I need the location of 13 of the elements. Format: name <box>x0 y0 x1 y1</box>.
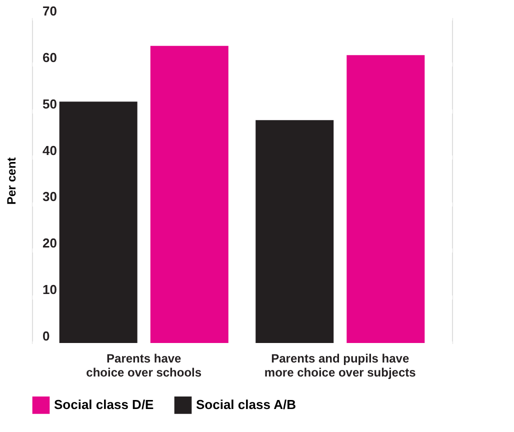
legend-label: Social class A/B <box>196 397 296 412</box>
y-tick-label: 70 <box>42 4 57 18</box>
legend-label: Social class D/E <box>54 397 154 412</box>
y-tick-label: 10 <box>42 282 57 298</box>
y-axis-title: Per cent <box>4 157 18 205</box>
y-tick-label: 50 <box>42 96 57 112</box>
x-tick-label: Parents and pupils have more choice over subjects <box>264 352 416 380</box>
y-tick-label: 60 <box>42 50 57 65</box>
y-tick-label: 40 <box>42 142 57 158</box>
y-tick-label: 30 <box>42 189 57 204</box>
x-tick-label: Parents have choice over schools <box>86 352 202 380</box>
y-tick-label: 0 <box>42 328 50 344</box>
y-tick-label: 20 <box>42 236 57 251</box>
